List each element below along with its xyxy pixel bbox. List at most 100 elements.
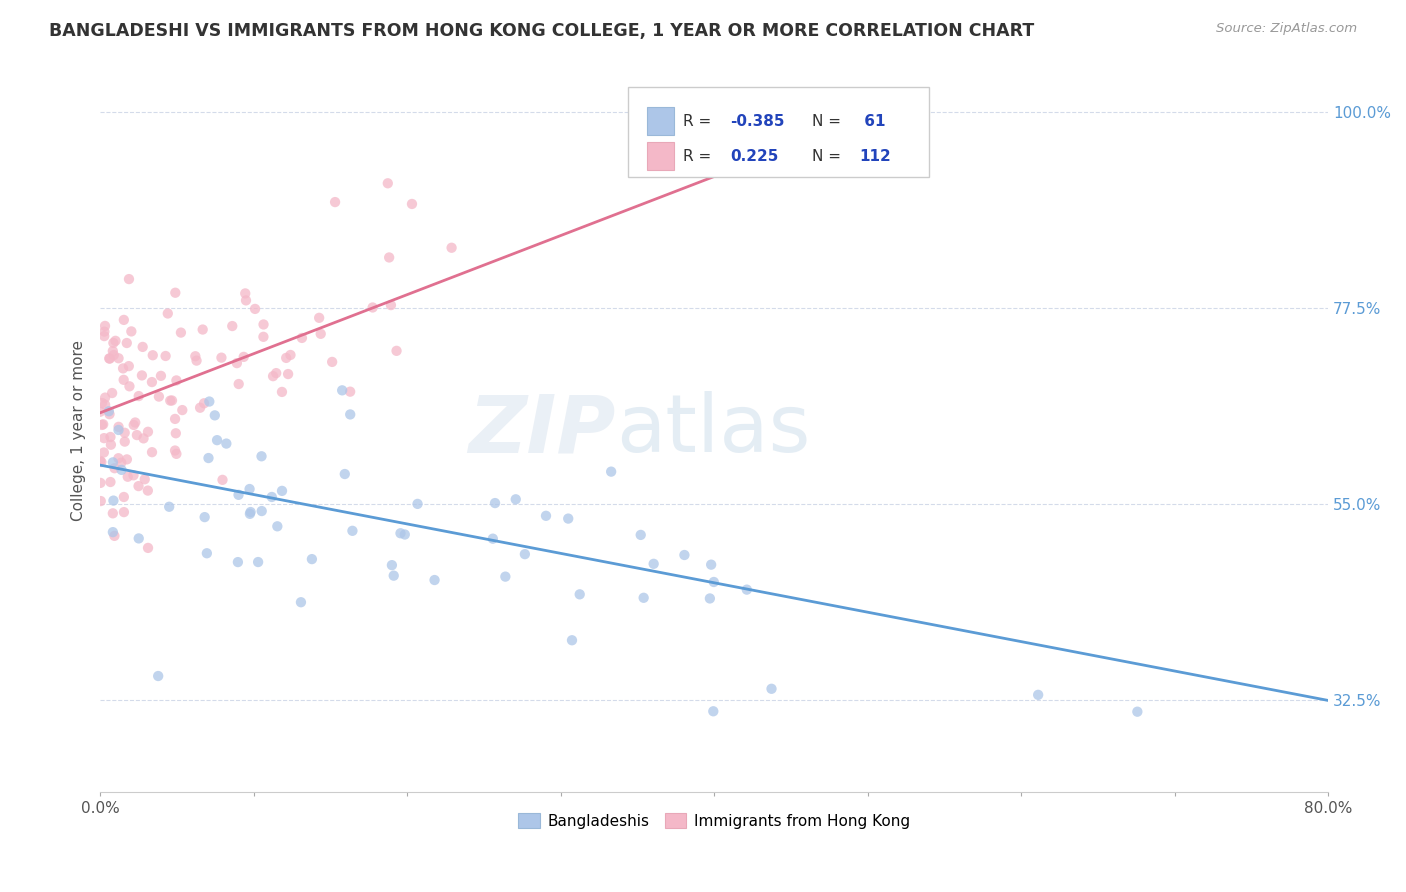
- Point: [101, 506, 124, 520]
- Point: [93, 431, 115, 445]
- Point: [165, 447, 187, 461]
- Point: [94, 391, 117, 405]
- Point: [165, 373, 187, 387]
- Point: [107, 451, 129, 466]
- Point: [333, 467, 356, 481]
- Point: [170, 326, 193, 340]
- Point: [260, 490, 283, 504]
- Text: R =: R =: [683, 114, 717, 129]
- Point: [91, 417, 114, 432]
- Point: [228, 488, 250, 502]
- Point: [101, 386, 124, 401]
- Point: [239, 507, 262, 521]
- Point: [215, 436, 238, 450]
- Point: [205, 433, 228, 447]
- Point: [107, 420, 129, 434]
- Point: [482, 532, 505, 546]
- Point: [225, 356, 247, 370]
- Point: [112, 361, 135, 376]
- Point: [165, 285, 187, 300]
- Point: [141, 445, 163, 459]
- Point: [100, 438, 122, 452]
- Point: [264, 366, 287, 380]
- Text: N =: N =: [813, 114, 846, 129]
- FancyBboxPatch shape: [647, 143, 673, 169]
- Point: [673, 548, 696, 562]
- Point: [163, 443, 186, 458]
- Point: [406, 497, 429, 511]
- Point: [321, 355, 343, 369]
- Point: [110, 463, 132, 477]
- Point: [323, 195, 346, 210]
- Point: [141, 375, 163, 389]
- Point: [1126, 705, 1149, 719]
- Point: [107, 423, 129, 437]
- Y-axis label: College, 1 year or more: College, 1 year or more: [72, 340, 86, 521]
- Point: [172, 403, 194, 417]
- Point: [700, 558, 723, 572]
- Point: [120, 325, 142, 339]
- Point: [118, 272, 141, 286]
- Point: [159, 393, 181, 408]
- Point: [103, 461, 125, 475]
- Point: [136, 425, 159, 439]
- Point: [125, 428, 148, 442]
- Point: [103, 348, 125, 362]
- Text: ZIP: ZIP: [468, 392, 616, 469]
- Point: [107, 351, 129, 366]
- Text: atlas: atlas: [616, 392, 810, 469]
- Point: [250, 450, 273, 464]
- Point: [239, 482, 262, 496]
- Point: [505, 492, 527, 507]
- Point: [112, 373, 135, 387]
- Point: [128, 389, 150, 403]
- Point: [226, 555, 249, 569]
- Point: [197, 451, 219, 466]
- Point: [561, 633, 583, 648]
- Point: [339, 408, 361, 422]
- Point: [330, 384, 353, 398]
- Point: [160, 393, 183, 408]
- Point: [103, 529, 125, 543]
- Point: [93, 325, 115, 339]
- Point: [89, 405, 111, 419]
- Point: [557, 511, 579, 525]
- Point: [122, 468, 145, 483]
- Point: [112, 505, 135, 519]
- FancyBboxPatch shape: [628, 87, 929, 177]
- Point: [262, 369, 284, 384]
- Text: 61: 61: [859, 114, 886, 129]
- Point: [114, 425, 136, 440]
- Point: [94, 398, 117, 412]
- Point: [114, 434, 136, 449]
- Point: [101, 344, 124, 359]
- Point: [308, 310, 330, 325]
- Point: [380, 298, 402, 312]
- Point: [381, 558, 404, 573]
- Point: [90, 494, 112, 508]
- Point: [235, 293, 257, 308]
- Point: [271, 384, 294, 399]
- Point: [89, 454, 111, 468]
- Point: [148, 669, 170, 683]
- Point: [115, 452, 138, 467]
- Point: [232, 350, 254, 364]
- Point: [156, 306, 179, 320]
- Point: [131, 340, 153, 354]
- Point: [136, 541, 159, 555]
- Point: [94, 318, 117, 333]
- Point: [128, 479, 150, 493]
- Point: [630, 528, 652, 542]
- Text: 112: 112: [859, 149, 891, 164]
- Point: [142, 348, 165, 362]
- Point: [118, 359, 141, 373]
- Text: R =: R =: [683, 149, 717, 164]
- Point: [276, 351, 298, 365]
- Point: [211, 473, 233, 487]
- Point: [122, 417, 145, 432]
- Point: [110, 456, 132, 470]
- Point: [101, 455, 124, 469]
- Text: Source: ZipAtlas.com: Source: ZipAtlas.com: [1216, 22, 1357, 36]
- Point: [90, 455, 112, 469]
- Point: [377, 176, 399, 190]
